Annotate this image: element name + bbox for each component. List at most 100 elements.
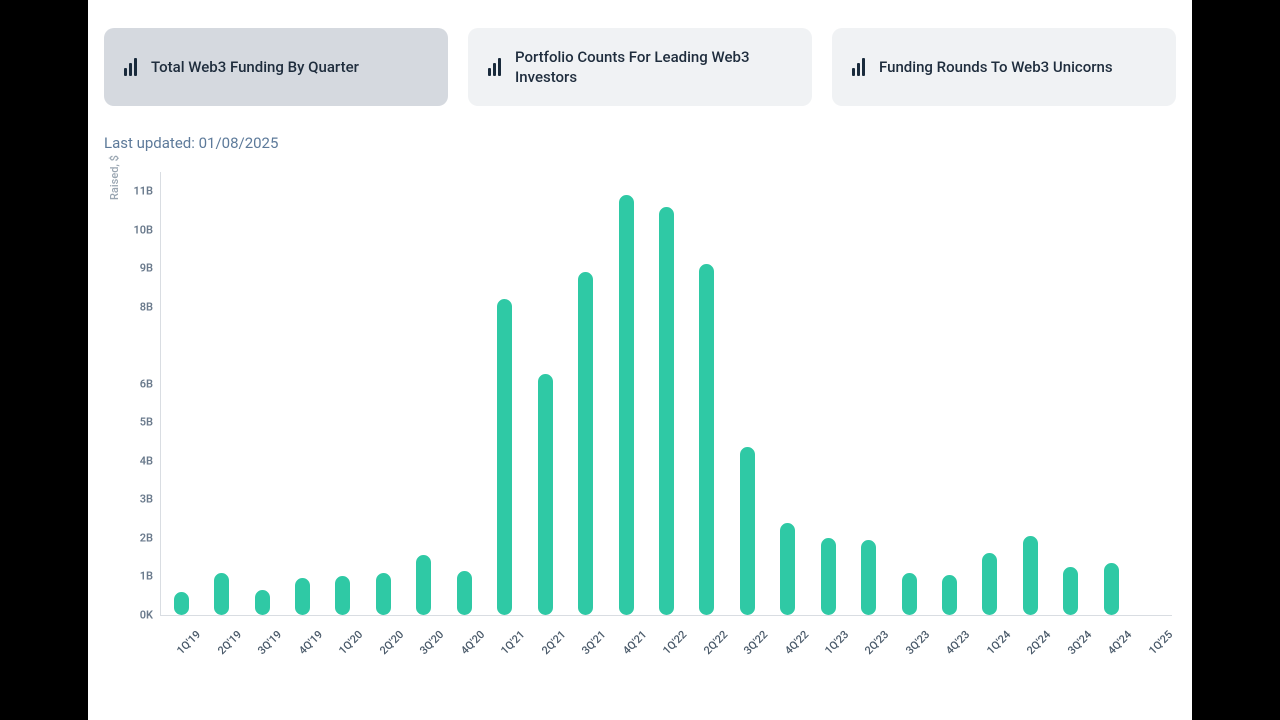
tab-funding-unicorns[interactable]: Funding Rounds To Web3 Unicorns (832, 28, 1176, 106)
bar-slot (565, 172, 605, 615)
bar-slot (848, 172, 888, 615)
bar-slot (1010, 172, 1050, 615)
y-tick-label: 8B (140, 300, 153, 313)
chart-bar[interactable] (982, 553, 997, 615)
chart-plot-area: 11B10B9B8B6B5B4B3B2B1B0K (160, 172, 1172, 616)
x-tick-label: 2Q'19 (215, 628, 244, 657)
chart-x-labels: 1Q'19 2Q'19 3Q'19 4Q'19 1Q'20 2Q'20 3Q'20 4Q'20… (160, 622, 1172, 692)
chart-bar[interactable] (902, 573, 917, 615)
chart-bar[interactable] (416, 555, 431, 615)
x-tick-label: 3Q'24 (1065, 628, 1094, 657)
x-tick-label: 1Q'21 (498, 628, 527, 657)
bar-slot (485, 172, 525, 615)
x-tick-label: 3Q'22 (741, 628, 770, 657)
chart-bar[interactable] (174, 592, 189, 615)
bar-slot (768, 172, 808, 615)
x-tick-label: 4Q'22 (782, 628, 811, 657)
x-tick-label: 2Q'23 (863, 628, 892, 657)
y-tick-label: 1B (140, 570, 153, 583)
x-tick-label: 1Q'23 (822, 628, 851, 657)
chart-bar[interactable] (295, 578, 310, 615)
x-tick-label: 3Q'21 (579, 628, 608, 657)
bar-slot (889, 172, 929, 615)
x-tick-label: 1Q'22 (660, 628, 689, 657)
page: Total Web3 Funding By Quarter Portfolio … (88, 0, 1192, 720)
x-tick-label: 2Q'20 (377, 628, 406, 657)
tab-label: Funding Rounds To Web3 Unicorns (879, 57, 1113, 77)
tab-label: Total Web3 Funding By Quarter (151, 57, 359, 77)
bar-slot (727, 172, 767, 615)
bar-slot (1132, 172, 1172, 615)
chart-bar[interactable] (1063, 567, 1078, 615)
bar-slot (970, 172, 1010, 615)
chart-bars (161, 172, 1172, 615)
x-tick-label: 1Q'24 (984, 628, 1013, 657)
x-tick-label: 4Q'23 (944, 628, 973, 657)
x-tick-label: 4Q'19 (296, 628, 325, 657)
chart-bar[interactable] (335, 576, 350, 615)
bar-slot (242, 172, 282, 615)
bar-slot (687, 172, 727, 615)
y-tick-label: 9B (140, 262, 153, 275)
chart-bar[interactable] (497, 299, 512, 615)
bar-slot (1091, 172, 1131, 615)
tab-portfolio-counts[interactable]: Portfolio Counts For Leading Web3 Invest… (468, 28, 812, 106)
x-tick-label: 2Q'22 (701, 628, 730, 657)
chart-bar[interactable] (376, 573, 391, 615)
bar-slot (808, 172, 848, 615)
x-tick-label: 1Q'19 (174, 628, 203, 657)
chart-bar[interactable] (740, 447, 755, 615)
bar-slot (606, 172, 646, 615)
x-tick-label: 3Q'20 (417, 628, 446, 657)
tabs-row: Total Web3 Funding By Quarter Portfolio … (88, 28, 1192, 106)
chart-bar[interactable] (255, 590, 270, 615)
bar-slot (525, 172, 565, 615)
x-tick-label: 2Q'21 (539, 628, 568, 657)
chart-bar[interactable] (659, 207, 674, 615)
y-tick-label: 10B (133, 223, 153, 236)
tab-label: Portfolio Counts For Leading Web3 Invest… (515, 47, 792, 88)
bar-slot (444, 172, 484, 615)
chart-bar[interactable] (780, 523, 795, 615)
bar-slot (201, 172, 241, 615)
chart-bar[interactable] (1023, 536, 1038, 615)
chart-bar[interactable] (538, 374, 553, 615)
chart-bar[interactable] (861, 540, 876, 615)
bar-slot (363, 172, 403, 615)
bar-slot (323, 172, 363, 615)
x-tick-label: 4Q'24 (1106, 628, 1135, 657)
chart-bar[interactable] (1104, 563, 1119, 615)
chart-bar[interactable] (699, 264, 714, 615)
bar-slot (161, 172, 201, 615)
last-updated-text: Last updated: 01/08/2025 (88, 106, 1192, 158)
chart-bar[interactable] (942, 575, 957, 615)
x-tick-label: 1Q'20 (336, 628, 365, 657)
bar-slot (1051, 172, 1091, 615)
chart-bar[interactable] (578, 272, 593, 615)
bar-chart-icon (124, 58, 137, 76)
y-tick-label: 0K (140, 609, 153, 622)
x-tick-label: 1Q'25 (1146, 628, 1175, 657)
chart-bar[interactable] (214, 573, 229, 615)
bar-slot (929, 172, 969, 615)
y-tick-label: 11B (133, 185, 153, 198)
y-tick-label: 4B (140, 454, 153, 467)
tab-total-funding[interactable]: Total Web3 Funding By Quarter (104, 28, 448, 106)
bar-chart-icon (852, 58, 865, 76)
y-tick-label: 3B (140, 493, 153, 506)
funding-chart: Raised, $ 11B10B9B8B6B5B4B3B2B1B0K 1Q'19… (98, 172, 1182, 692)
x-tick-label: 3Q'19 (255, 628, 284, 657)
bar-slot (404, 172, 444, 615)
chart-bar[interactable] (457, 571, 472, 615)
y-tick-label: 6B (140, 377, 153, 390)
x-tick-label: 2Q'24 (1025, 628, 1054, 657)
chart-bar[interactable] (619, 195, 634, 615)
chart-bar[interactable] (821, 538, 836, 615)
bar-chart-icon (488, 58, 501, 76)
x-tick-label: 4Q'20 (458, 628, 487, 657)
x-tick-label: 4Q'21 (620, 628, 649, 657)
y-tick-label: 5B (140, 416, 153, 429)
bar-slot (646, 172, 686, 615)
y-axis-title: Raised, $ (108, 155, 121, 200)
x-tick-label: 3Q'23 (903, 628, 932, 657)
